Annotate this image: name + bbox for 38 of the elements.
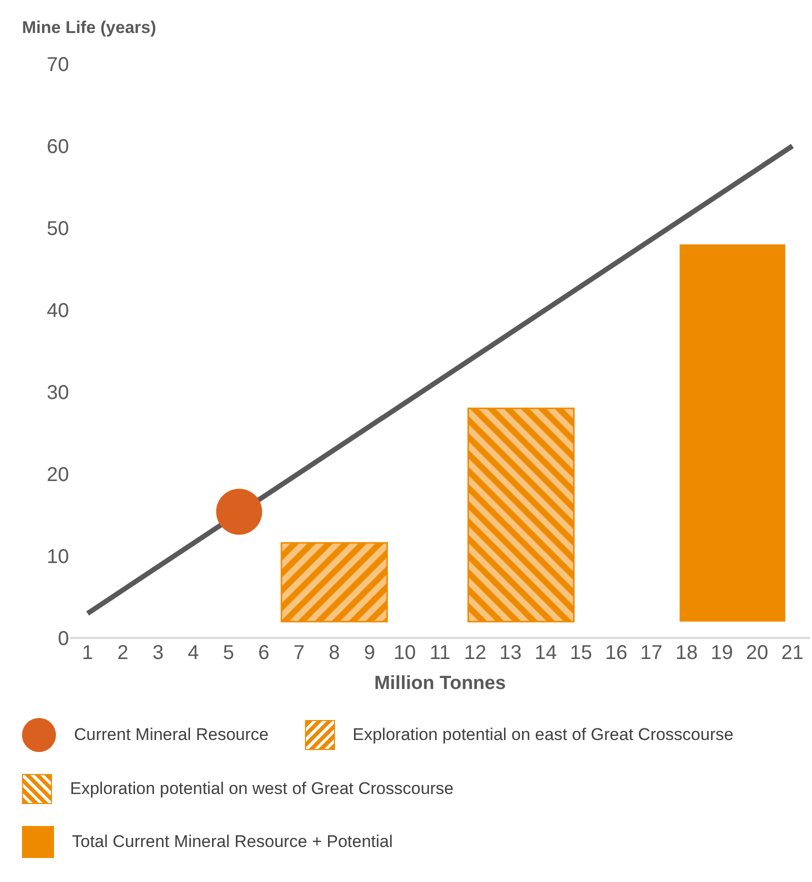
x-tick-label: 21 xyxy=(781,642,804,664)
x-tick-label: 8 xyxy=(328,642,340,664)
y-tick-label: 0 xyxy=(58,628,69,650)
y-tick-label: 10 xyxy=(46,546,69,568)
bar xyxy=(280,542,388,622)
x-tick-label: 11 xyxy=(430,642,450,664)
x-axis-title: Million Tonnes xyxy=(374,672,506,694)
x-tick-label: 2 xyxy=(117,642,128,664)
x-tick-label: 14 xyxy=(534,642,557,664)
x-tick-label: 12 xyxy=(464,642,486,664)
y-tick-label: 30 xyxy=(46,382,69,404)
legend-label: Exploration potential on west of Great Crosscourse xyxy=(70,779,454,799)
y-tick-label: 70 xyxy=(46,54,69,76)
x-tick-label: 1 xyxy=(82,642,94,664)
x-tick-label: 20 xyxy=(746,642,768,664)
y-tick-label: 40 xyxy=(46,300,69,322)
bar xyxy=(467,408,575,622)
legend-label: Exploration potential on east of Great Crosscourse xyxy=(352,725,734,745)
x-tick-label: 13 xyxy=(499,642,522,664)
y-tick-label: 60 xyxy=(46,136,69,158)
y-tick-label: 20 xyxy=(46,464,69,486)
x-tick-label: 19 xyxy=(710,642,734,664)
y-tick-label: 50 xyxy=(46,218,69,240)
x-tick-label: 4 xyxy=(188,642,199,664)
x-tick-label: 6 xyxy=(258,642,270,664)
x-tick-label: 17 xyxy=(640,642,663,664)
x-tick-label: 18 xyxy=(676,642,698,664)
x-tick-label: 10 xyxy=(394,642,416,664)
legend-label: Total Current Mineral Resource + Potential xyxy=(72,832,393,852)
x-tick-label: 16 xyxy=(605,642,628,664)
x-tick-label: 15 xyxy=(570,642,592,664)
x-tick-label: 3 xyxy=(152,642,164,664)
legend-label: Current Mineral Resource xyxy=(74,725,269,745)
y-axis-title: Mine Life (years) xyxy=(22,18,156,37)
bar xyxy=(680,244,786,622)
x-tick-label: 5 xyxy=(223,642,234,664)
x-tick-label: 9 xyxy=(364,642,376,664)
x-tick-label: 7 xyxy=(293,642,305,664)
